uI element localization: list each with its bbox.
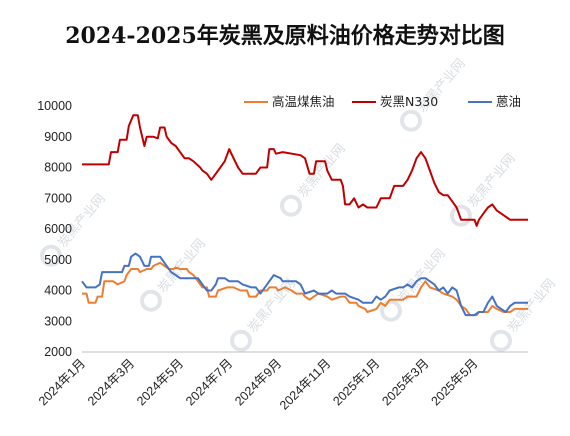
watermark-text: 炭黑产业网 bbox=[395, 246, 448, 305]
legend-label: 高温煤焦油 bbox=[272, 94, 335, 109]
x-tick-label: 2024年1月 bbox=[36, 356, 88, 408]
watermark-logo-icon bbox=[380, 299, 403, 322]
series-line-0 bbox=[82, 261, 528, 317]
y-tick-label: 5000 bbox=[44, 253, 72, 267]
x-tick-label: 2025年1月 bbox=[330, 356, 382, 408]
watermark-logo-icon bbox=[140, 289, 163, 312]
legend-label: 蒽油 bbox=[496, 94, 521, 109]
y-tick-label: 3000 bbox=[44, 314, 72, 328]
plot-lines bbox=[81, 114, 528, 317]
legend-label: 炭黑N330 bbox=[380, 94, 438, 109]
watermark: 炭黑产业网 bbox=[230, 276, 299, 352]
legend: 高温煤焦油 炭黑N330 蒽油 bbox=[244, 94, 521, 109]
y-tick-label: 8000 bbox=[44, 161, 72, 175]
chart-title: 2024-2025年炭黑及原料油价格走势对比图 bbox=[65, 23, 505, 49]
watermark-logo-icon bbox=[400, 109, 423, 132]
watermark-logo-icon bbox=[280, 194, 303, 217]
x-tick-label: 2025年5月 bbox=[428, 356, 480, 408]
watermark-logo-icon bbox=[450, 204, 473, 227]
x-axis: 2024年1月2024年3月2024年5月2024年7月2024年9月2024年… bbox=[36, 351, 528, 413]
y-tick-label: 9000 bbox=[44, 130, 72, 144]
watermark-text: 炭黑产业网 bbox=[505, 276, 558, 335]
legend-item: 蒽油 bbox=[468, 94, 521, 109]
legend-item: 炭黑N330 bbox=[352, 94, 438, 109]
y-tick-label: 6000 bbox=[44, 222, 72, 236]
watermark-text: 炭黑产业网 bbox=[465, 151, 518, 210]
x-tick-label: 2024年3月 bbox=[85, 356, 137, 408]
x-tick-label: 2025年3月 bbox=[379, 356, 431, 408]
watermark: 炭黑产业网 bbox=[490, 276, 559, 352]
x-tick-label: 2024年5月 bbox=[134, 356, 186, 408]
legend-item: 高温煤焦油 bbox=[244, 94, 335, 109]
watermark-text: 炭黑产业网 bbox=[245, 276, 298, 335]
x-tick-label: 2024年11月 bbox=[277, 356, 333, 412]
watermark-logo-icon bbox=[490, 329, 513, 352]
series-line-1 bbox=[82, 114, 528, 227]
x-tick-label: 2024年9月 bbox=[232, 356, 284, 408]
y-tick-label: 2000 bbox=[44, 345, 72, 359]
watermark-text: 炭黑产业网 bbox=[295, 141, 348, 200]
watermark-logo-icon bbox=[40, 244, 63, 267]
y-tick-label: 4000 bbox=[44, 284, 72, 298]
y-tick-label: 10000 bbox=[37, 99, 72, 113]
x-tick-label: 2024年7月 bbox=[183, 356, 235, 408]
y-axis: 2000 3000 4000 5000 6000 7000 8000 9000 10000 bbox=[37, 99, 72, 359]
series-line-2 bbox=[81, 252, 528, 317]
watermark-logo-icon bbox=[230, 329, 253, 352]
y-tick-label: 7000 bbox=[44, 191, 72, 205]
